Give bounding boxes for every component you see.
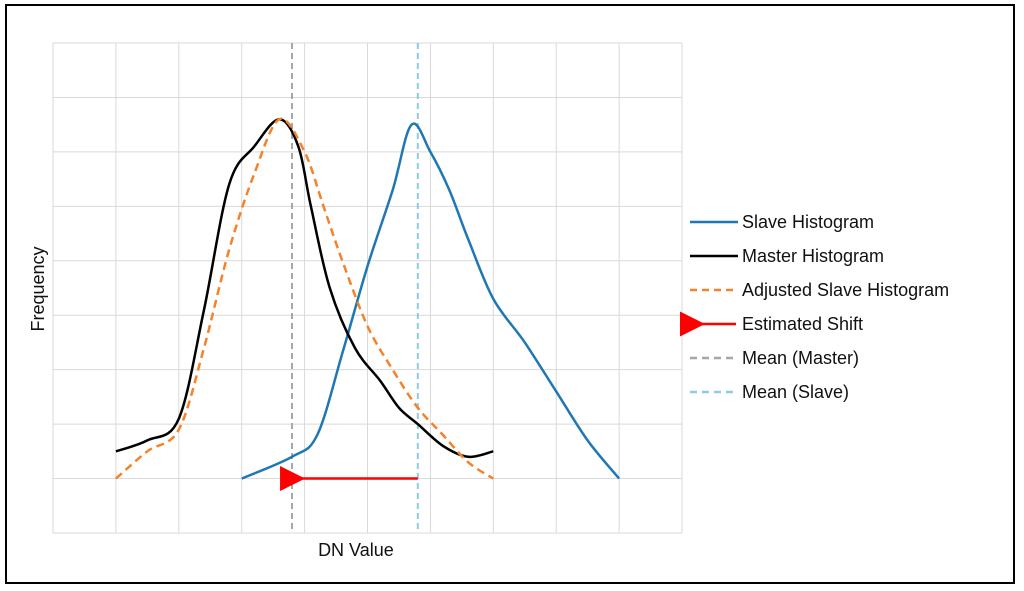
legend: Slave Histogram Master Histogram Adjusted … [680, 212, 949, 402]
x-axis-label: DN Value [318, 540, 394, 560]
legend-item: Master Histogram [690, 246, 884, 266]
legend-label: Mean (Slave) [742, 382, 849, 402]
legend-item: Estimated Shift [680, 311, 863, 337]
series-adjusted-slave-histogram [115, 117, 494, 480]
legend-label: Mean (Master) [742, 348, 859, 368]
legend-item: Mean (Master) [690, 348, 859, 368]
legend-label: Estimated Shift [742, 314, 863, 334]
chart-frame [5, 4, 1015, 584]
legend-item: Mean (Slave) [690, 382, 849, 402]
legend-label: Adjusted Slave Histogram [742, 280, 949, 300]
series-slave-histogram [241, 122, 621, 480]
legend-item: Slave Histogram [690, 212, 874, 232]
legend-label: Slave Histogram [742, 212, 874, 232]
legend-label: Master Histogram [742, 246, 884, 266]
y-axis-label: Frequency [28, 246, 48, 331]
legend-item: Adjusted Slave Histogram [690, 280, 949, 300]
plot-area [52, 42, 683, 534]
series-master-histogram [115, 117, 494, 459]
